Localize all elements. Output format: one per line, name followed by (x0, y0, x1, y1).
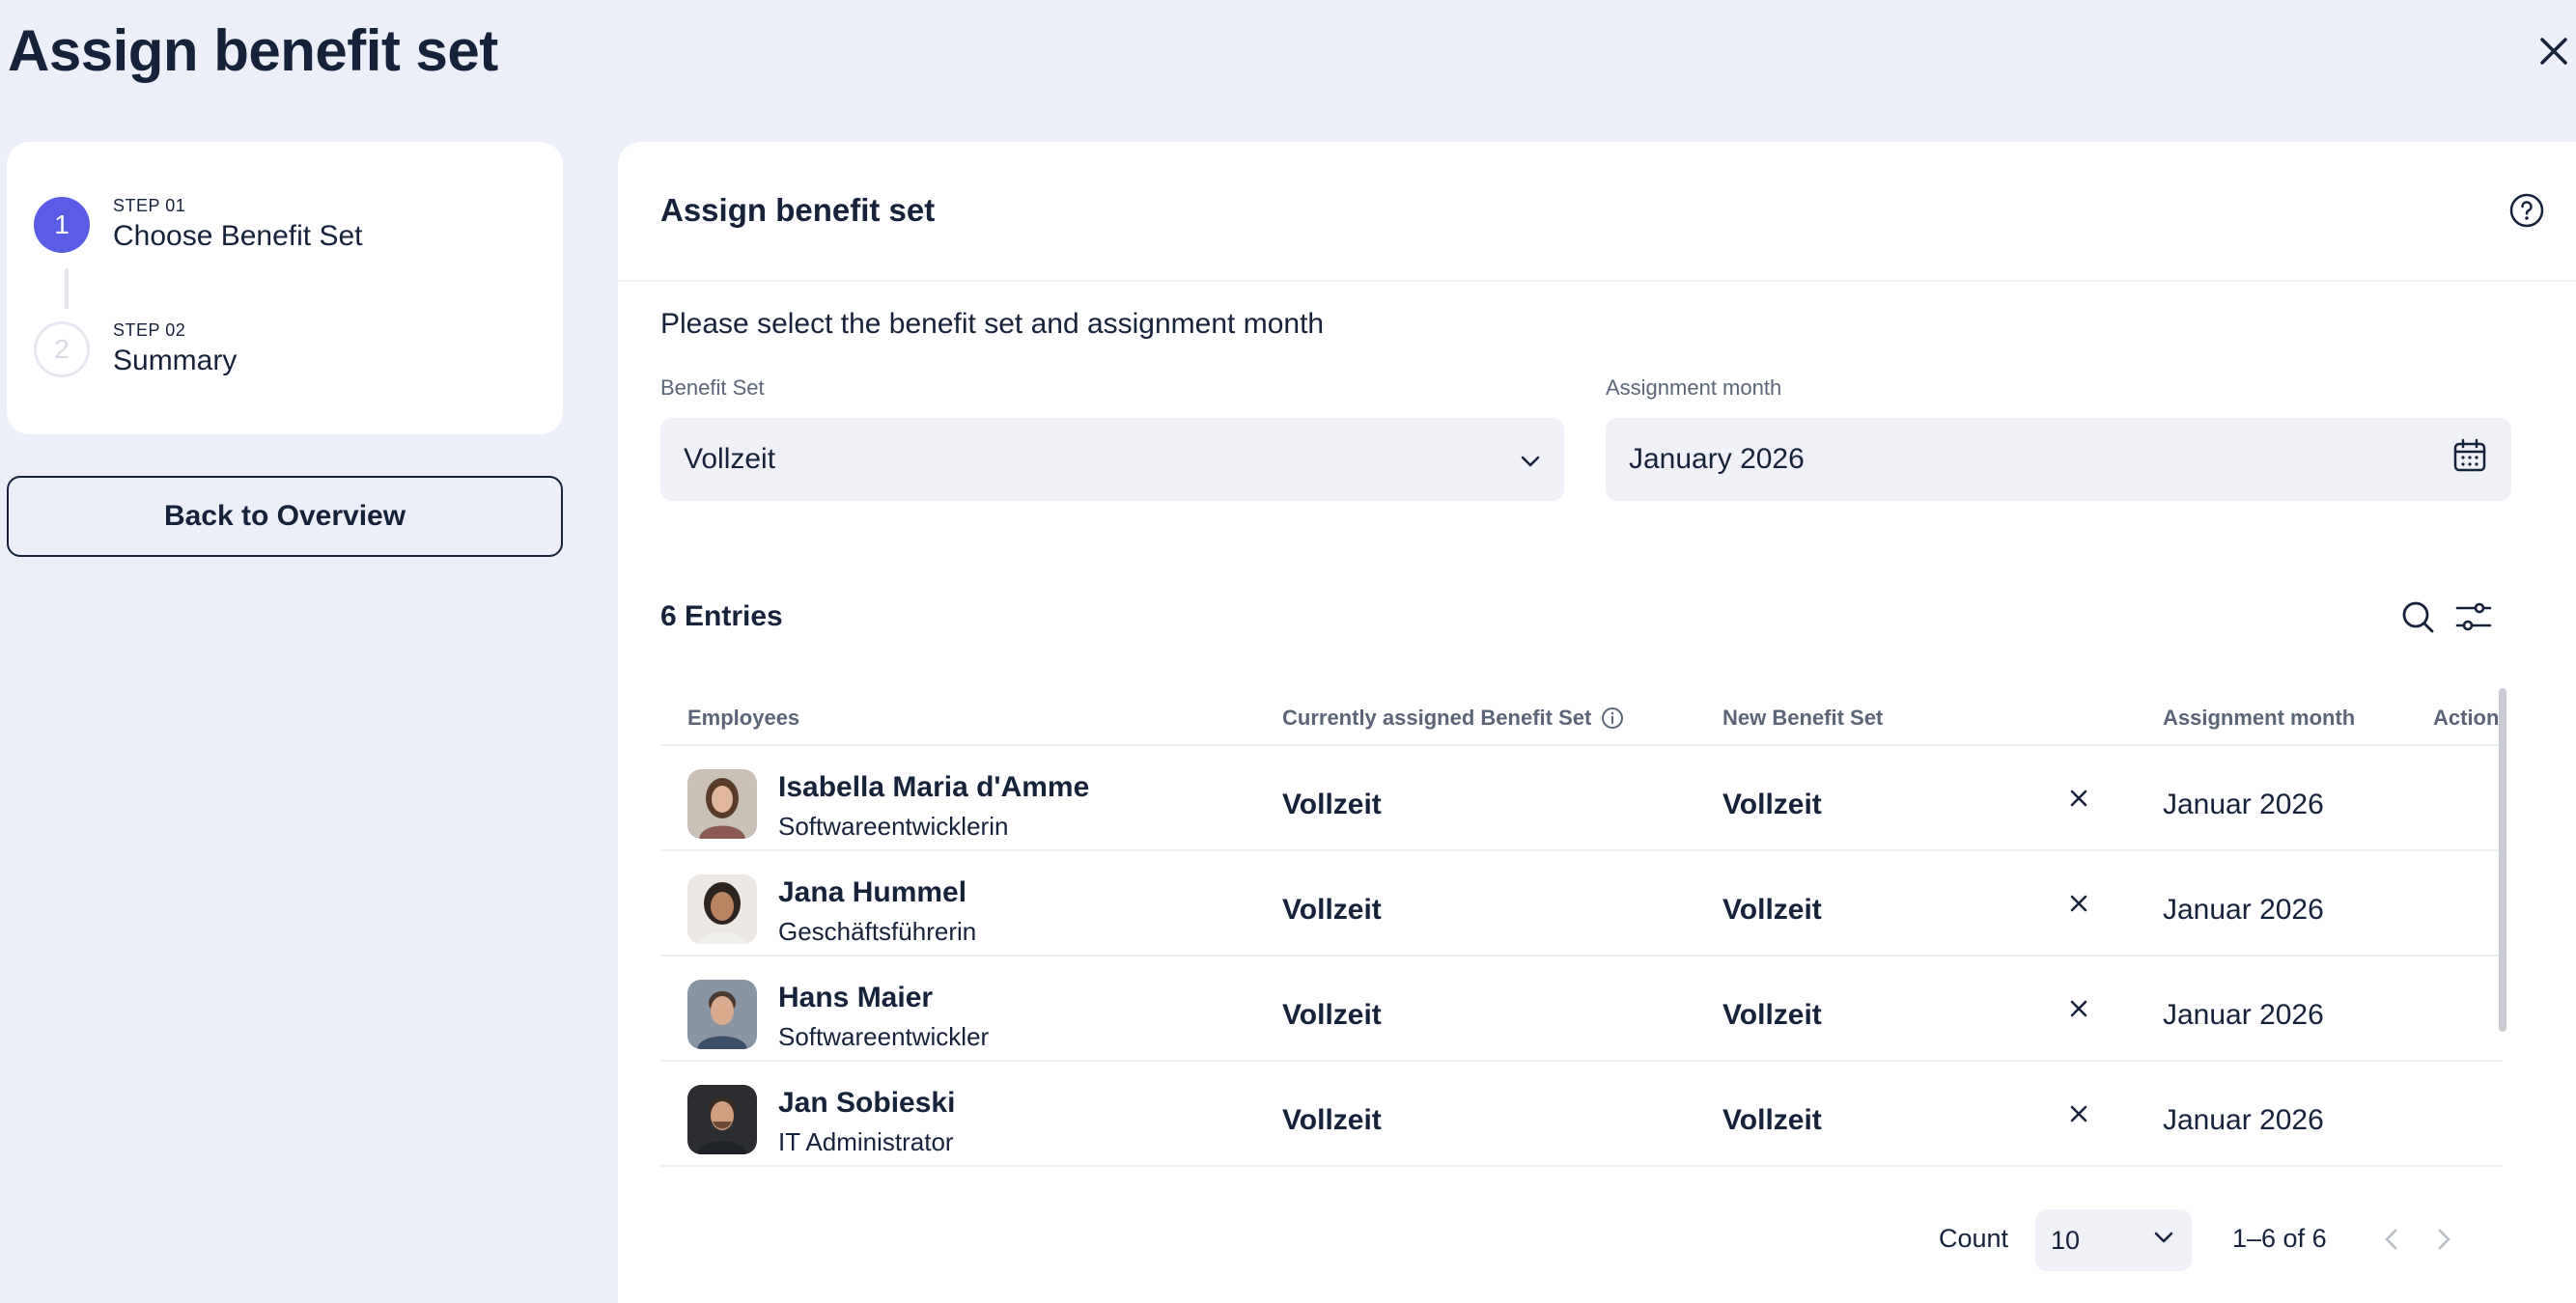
assignment-month: Januar 2026 (2163, 1104, 2324, 1136)
step-kicker: STEP 02 (113, 320, 186, 340)
stepper: 1 STEP 01 Choose Benefit Set 2 STEP 02 S… (7, 142, 563, 434)
assignment-month: Januar 2026 (2163, 894, 2324, 926)
step-choose-benefit-set[interactable]: 1 STEP 01 Choose Benefit Set (34, 196, 363, 253)
chevron-down-icon (1520, 443, 1541, 476)
avatar (687, 769, 757, 839)
page-range: 1–6 of 6 (2232, 1224, 2327, 1253)
page-size-select[interactable]: 10 (2035, 1209, 2192, 1271)
remove-row-icon[interactable] (2064, 1099, 2093, 1128)
new-benefit-set: Vollzeit (1722, 789, 1822, 820)
remove-row-icon[interactable] (2064, 889, 2093, 918)
back-to-overview-button[interactable]: Back to Overview (7, 476, 563, 557)
calendar-icon[interactable] (2451, 437, 2488, 482)
card-title: Assign benefit set (660, 192, 936, 228)
new-benefit-set: Vollzeit (1722, 894, 1822, 926)
count-label: Count (1939, 1224, 2009, 1253)
table-scrollbar[interactable] (2499, 688, 2506, 1032)
step-summary[interactable]: 2 STEP 02 Summary (34, 320, 237, 377)
assignment-month-value: January 2026 (1629, 443, 1805, 475)
entries-table: Employees Currently assigned Benefit Set… (660, 692, 2503, 1167)
employee-name: Hans Maier (778, 982, 934, 1013)
current-benefit-set: Vollzeit (1282, 1104, 1382, 1136)
filter-sliders-icon[interactable] (2454, 597, 2493, 636)
col-current-benefit-set[interactable]: Currently assigned Benefit Set (1282, 706, 1624, 731)
chevron-right-icon[interactable] (2429, 1225, 2458, 1254)
page-title: Assign benefit set (8, 18, 498, 83)
help-icon[interactable] (2508, 192, 2545, 229)
assignment-month: Januar 2026 (2163, 789, 2324, 820)
table-row: Isabella Maria d'Amme Softwareentwickler… (660, 746, 2503, 851)
table-row: Jana Hummel Geschäftsführerin Vollzeit V… (660, 851, 2503, 956)
col-current-label: Currently assigned Benefit Set (1282, 706, 1592, 730)
table-header: Employees Currently assigned Benefit Set… (660, 692, 2503, 746)
avatar (687, 980, 757, 1049)
step-connector (65, 268, 69, 309)
assign-card: Assign benefit set Please select the ben… (618, 142, 2576, 1303)
avatar (687, 1085, 757, 1154)
col-assignment-month[interactable]: Assignment month (2163, 706, 2356, 730)
employee-name: Jana Hummel (778, 876, 967, 908)
employee-name: Jan Sobieski (778, 1087, 956, 1119)
col-new-benefit-set[interactable]: New Benefit Set (1722, 706, 1884, 730)
new-benefit-set: Vollzeit (1722, 999, 1822, 1031)
current-benefit-set: Vollzeit (1282, 789, 1382, 820)
employee-role: Geschäftsführerin (778, 917, 977, 946)
assignment-month: Januar 2026 (2163, 999, 2324, 1031)
col-action: Action (2433, 706, 2500, 730)
page-size-value: 10 (2051, 1225, 2081, 1255)
benefit-set-value: Vollzeit (684, 443, 776, 475)
employee-role: Softwareentwickler (778, 1022, 990, 1051)
step-label: Choose Benefit Set (113, 220, 363, 252)
step-label: Summary (113, 345, 238, 376)
chevron-left-icon[interactable] (2377, 1225, 2406, 1254)
employee-role: Softwareentwicklerin (778, 812, 1009, 841)
search-icon[interactable] (2398, 597, 2437, 636)
employee-role: IT Administrator (778, 1127, 954, 1156)
current-benefit-set: Vollzeit (1282, 894, 1382, 926)
benefit-set-select[interactable]: Vollzeit (660, 418, 1564, 501)
divider (618, 280, 2576, 282)
assignment-month-input[interactable]: January 2026 (1606, 418, 2511, 501)
info-icon (1602, 707, 1624, 729)
assignment-month-label: Assignment month (1606, 375, 1782, 400)
avatar (687, 874, 757, 944)
step-number-badge: 2 (34, 320, 90, 377)
table-row: Hans Maier Softwareentwickler Vollzeit V… (660, 956, 2503, 1062)
new-benefit-set: Vollzeit (1722, 1104, 1822, 1136)
remove-row-icon[interactable] (2064, 784, 2093, 813)
benefit-set-label: Benefit Set (660, 375, 765, 400)
col-employees[interactable]: Employees (687, 706, 800, 730)
instruction-text: Please select the benefit set and assign… (660, 308, 1325, 340)
current-benefit-set: Vollzeit (1282, 999, 1382, 1031)
step-number-badge: 1 (34, 196, 90, 253)
chevron-down-icon (2154, 1232, 2173, 1243)
table-row: Jan Sobieski IT Administrator Vollzeit V… (660, 1062, 2503, 1167)
close-icon[interactable] (2537, 35, 2570, 68)
remove-row-icon[interactable] (2064, 994, 2093, 1023)
entries-count: 6 Entries (660, 600, 783, 632)
employee-name: Isabella Maria d'Amme (778, 771, 1090, 803)
step-kicker: STEP 01 (113, 196, 186, 215)
